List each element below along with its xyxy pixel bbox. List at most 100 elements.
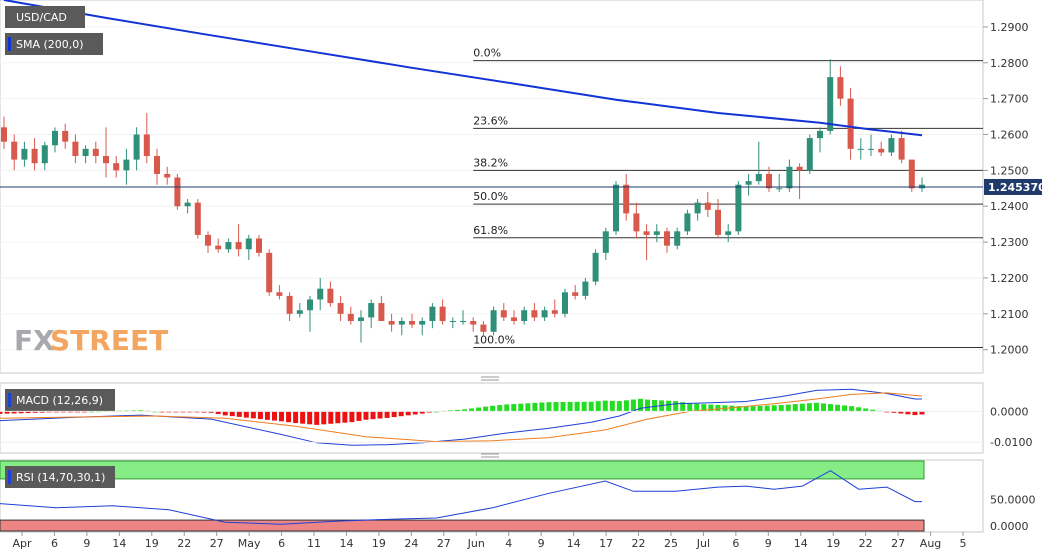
- candle: [531, 303, 538, 321]
- candle-body: [41, 145, 48, 164]
- candle-body: [460, 320, 466, 322]
- macd-histogram-bar: [469, 408, 475, 412]
- macd-axis-label: -0.0100: [990, 436, 1032, 449]
- candle-body: [480, 324, 487, 332]
- macd-histogram-bar: [708, 404, 714, 412]
- date-axis-label: 19: [372, 537, 386, 550]
- macd-histogram-bar: [504, 404, 510, 412]
- candle: [480, 320, 487, 336]
- candle-body: [92, 148, 99, 157]
- rsi-line: [0, 470, 922, 525]
- candle: [378, 295, 385, 321]
- price-axis: 1.2000 1.2100 1.2200 1.2300 1.2400 1.2500 1.26…: [983, 21, 1029, 357]
- macd-histogram-bar: [483, 406, 489, 412]
- panel-splitter-1[interactable]: [481, 376, 499, 381]
- macd-histogram-bar: [222, 411, 228, 416]
- candle-body: [72, 141, 79, 157]
- macd-histogram-bar: [820, 403, 826, 412]
- macd-tag-bg: [5, 389, 115, 411]
- candle-body: [470, 320, 477, 325]
- macd-histogram-bar: [286, 411, 292, 423]
- macd-histogram-bar: [630, 399, 636, 412]
- rsi-label: RSI (14,70,30,1): [16, 471, 105, 484]
- candle: [460, 310, 466, 325]
- macd-histogram-bar: [215, 411, 221, 415]
- macd-histogram-bar: [511, 404, 517, 412]
- candle-body: [174, 177, 181, 207]
- price-axis-label: 1.2800: [990, 57, 1029, 70]
- macd-histogram-bar: [574, 401, 580, 412]
- candle: [643, 224, 650, 261]
- candle-body: [215, 245, 222, 250]
- macd-histogram-bar: [18, 411, 24, 414]
- macd-histogram-bar: [792, 404, 798, 412]
- macd-histogram-bar: [736, 406, 742, 412]
- sma-tag[interactable]: SMA (200,0): [5, 33, 103, 55]
- candle: [205, 231, 211, 253]
- candle-body: [817, 130, 823, 139]
- candle: [613, 181, 619, 235]
- candle: [653, 224, 660, 243]
- rsi-tag[interactable]: RSI (14,70,30,1): [5, 466, 115, 488]
- macd-histogram-bar: [447, 410, 453, 412]
- candle: [327, 281, 334, 307]
- candle: [633, 202, 640, 239]
- sma-color-swatch: [8, 37, 11, 51]
- candle-body: [194, 202, 201, 235]
- candle-body: [511, 317, 517, 321]
- macd-histogram-bar: [687, 403, 693, 412]
- candle: [368, 299, 375, 329]
- candle-body: [143, 134, 150, 157]
- date-axis-label: 22: [859, 537, 873, 550]
- date-axis-label: 14: [112, 537, 126, 550]
- macd-histogram-bar: [588, 401, 594, 412]
- symbol-label: USD/CAD: [16, 11, 67, 24]
- fib-level-label: 100.0%: [473, 334, 515, 347]
- macd-histogram-bar: [335, 411, 341, 424]
- macd-histogram-bar: [426, 411, 432, 413]
- candle-body: [1, 127, 7, 142]
- candle: [725, 224, 732, 243]
- candle: [174, 173, 181, 210]
- macd-tag[interactable]: MACD (12,26,9): [5, 389, 115, 411]
- rsi-tag-bg: [5, 466, 115, 488]
- candle: [113, 156, 120, 178]
- macd-histogram-bar: [314, 411, 320, 425]
- price-axis-label: 1.2400: [990, 200, 1029, 213]
- candle: [898, 130, 905, 164]
- candle: [439, 299, 446, 325]
- candle-body: [868, 148, 874, 150]
- candle-body: [684, 213, 691, 232]
- candle: [184, 199, 191, 214]
- candle: [52, 127, 58, 153]
- macd-histogram-bar: [680, 402, 686, 412]
- candle-body: [52, 130, 58, 146]
- macd-histogram-bar: [525, 403, 531, 412]
- fib-level-label: 38.2%: [473, 156, 508, 169]
- candle-body: [429, 306, 436, 321]
- candle: [296, 303, 303, 318]
- macd-histogram-bar: [694, 403, 700, 412]
- macd-histogram-bar: [799, 403, 805, 412]
- macd-histogram-bar: [645, 399, 651, 412]
- candle: [31, 138, 38, 171]
- date-axis-label: May: [238, 537, 261, 550]
- candle-body: [500, 310, 507, 318]
- macd-histogram-bar: [349, 411, 355, 423]
- sma-tag-bg: [5, 33, 103, 55]
- date-axis-label: 19: [826, 537, 840, 550]
- candle-body: [205, 234, 211, 246]
- candle: [868, 134, 874, 157]
- date-axis-label: Jun: [467, 537, 485, 550]
- candle-body: [694, 202, 701, 214]
- macd-histogram-bar: [842, 405, 848, 412]
- macd-histogram-bar: [567, 401, 573, 412]
- macd-histogram-bar: [715, 404, 721, 412]
- candle-body: [276, 292, 283, 296]
- symbol-tag[interactable]: USD/CAD: [5, 6, 85, 28]
- candle-body: [327, 288, 334, 304]
- panel-splitter-2[interactable]: [481, 453, 499, 458]
- candle: [215, 238, 222, 253]
- candle-body: [521, 310, 528, 321]
- macd-histogram-bar: [898, 411, 904, 414]
